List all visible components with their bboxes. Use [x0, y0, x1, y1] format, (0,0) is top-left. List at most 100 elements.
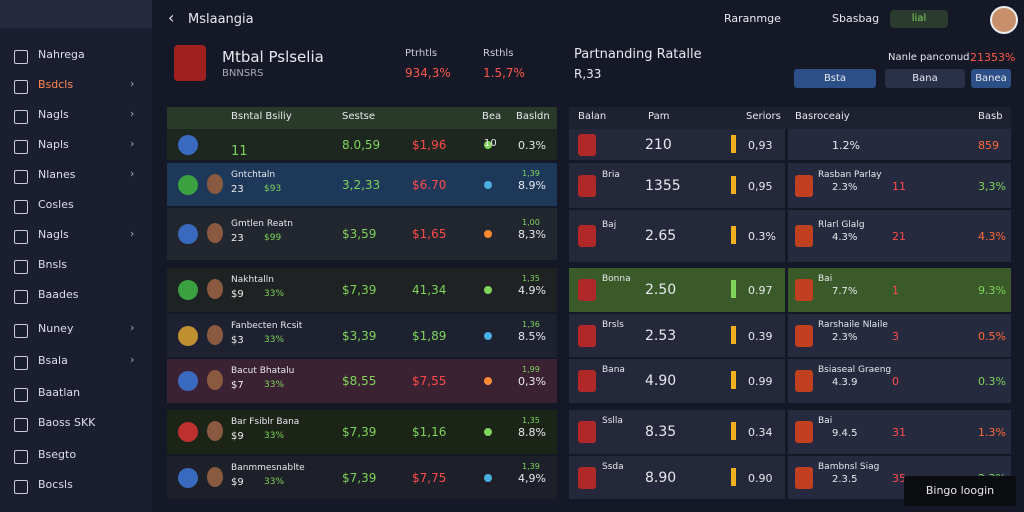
row-logo [178, 134, 198, 155]
opp-p: 859 [978, 138, 999, 152]
nav-icon [14, 480, 28, 494]
column-header: Sestse [342, 111, 375, 122]
nav-item[interactable]: Cosles [38, 198, 74, 211]
row-n2: 33% [264, 476, 285, 487]
row-top: 1,99 [522, 365, 540, 374]
nav-item[interactable]: Baatlan [38, 386, 81, 399]
opp-score: 35 [892, 471, 906, 485]
opp-name: Rasban Parlay [818, 169, 882, 180]
odd: 0,95 [748, 179, 773, 193]
column-header: Bea [482, 111, 502, 122]
row-pct: 8.9% [518, 178, 546, 192]
nav-item[interactable]: Bocsls [38, 478, 73, 491]
search[interactable]: Raranmge [724, 12, 781, 25]
nav-item[interactable]: Baoss SKK [38, 416, 96, 429]
nav-item[interactable]: Nagls [38, 228, 69, 241]
nav-item[interactable]: Bsala [38, 354, 68, 367]
club-num: 2.65 [645, 228, 677, 244]
odd-bar [731, 467, 736, 486]
nav-item[interactable]: Nuney [38, 322, 74, 335]
table-row [167, 208, 557, 262]
row-top: 1,00 [522, 218, 540, 227]
row-right [788, 410, 1011, 456]
player [207, 324, 223, 345]
indicator [484, 331, 492, 340]
club-num: 2.53 [645, 327, 677, 344]
club-num: 4.90 [645, 373, 677, 389]
panel-btn[interactable]: Banea [971, 69, 1011, 88]
player [207, 466, 223, 487]
toast[interactable]: Bingo loogin [904, 476, 1016, 506]
nav-icon [14, 324, 28, 338]
panel-btn[interactable]: Bana [885, 69, 965, 88]
table-row [167, 410, 557, 456]
row-logo [178, 467, 198, 488]
row-left [569, 129, 785, 162]
stat-value: 934,3% [405, 66, 451, 80]
row-top: 10 [484, 137, 497, 149]
opp-name: Bai [818, 416, 833, 426]
nav-item[interactable]: Bsdcls [38, 78, 74, 91]
filter[interactable]: Sbasbag [832, 12, 880, 25]
opp-badge [795, 279, 813, 301]
nav-icon [14, 388, 28, 402]
value-2: $7,75 [412, 470, 447, 485]
indicator [484, 286, 492, 294]
row-n1: 23 [231, 233, 244, 244]
chevron: › [130, 227, 135, 240]
nav-item[interactable]: Nagls [38, 108, 69, 121]
row-pct: 4,9% [518, 471, 546, 485]
club-name: Bana [602, 365, 625, 375]
row-n1: $7 [231, 380, 244, 391]
opp-p: 9.3% [978, 284, 1006, 297]
chevron: › [130, 77, 135, 90]
row-top: 1,35 [522, 274, 540, 283]
column-header: Basldn [516, 111, 550, 122]
nav-item[interactable]: Nahrega [38, 48, 85, 61]
chevron: › [130, 137, 135, 150]
club-badge [578, 421, 596, 443]
nav-item[interactable]: Bsegto [38, 448, 77, 461]
opp-badge [795, 324, 813, 347]
nav-item[interactable]: Baades [38, 288, 79, 301]
nav-item[interactable]: Napls [38, 138, 69, 151]
row-name: Gntchtaln [231, 169, 276, 180]
club-badge [578, 174, 596, 197]
table-row [167, 129, 557, 162]
opp-p: 3,3% [978, 179, 1006, 193]
club-name: Sslla [602, 416, 623, 426]
row-pct: 8.5% [518, 329, 546, 343]
table-row [167, 268, 557, 314]
opp-badge [795, 421, 813, 443]
nav-icon [14, 230, 28, 244]
opp-badge [795, 225, 813, 247]
indicator [484, 230, 492, 238]
opp-name: Rarshaile Nlaile [818, 319, 888, 330]
action-btn[interactable]: lial [890, 10, 948, 28]
opp-p: 1.3% [978, 426, 1006, 439]
nav-item[interactable]: Nlanes [38, 168, 76, 181]
table-row [167, 359, 557, 405]
indicator [484, 180, 492, 189]
row-logo [178, 371, 198, 391]
nav-icon [14, 170, 28, 184]
row-n2: $99 [264, 233, 282, 243]
row-left [569, 163, 785, 210]
row-top: 1,39 [522, 461, 540, 471]
value-2: $1,16 [412, 425, 447, 439]
value-1: 8.0,59 [342, 137, 381, 152]
odd-bar [731, 325, 736, 344]
row-name: Banmmesnablte [231, 462, 305, 473]
value-1: $8,55 [342, 374, 377, 388]
odd-bar [731, 134, 736, 153]
club-badge [578, 370, 596, 392]
club-badge [578, 466, 596, 489]
stat-label: Rsthls [483, 48, 514, 59]
opp-badge [795, 174, 813, 197]
opp-pct: 4.3.9 [832, 377, 858, 388]
row-name: Nakhtalln [231, 275, 274, 285]
club-name: Baj [602, 220, 617, 230]
panel-btn[interactable]: Bsta [794, 69, 876, 88]
nav-item[interactable]: Bnsls [38, 258, 68, 271]
